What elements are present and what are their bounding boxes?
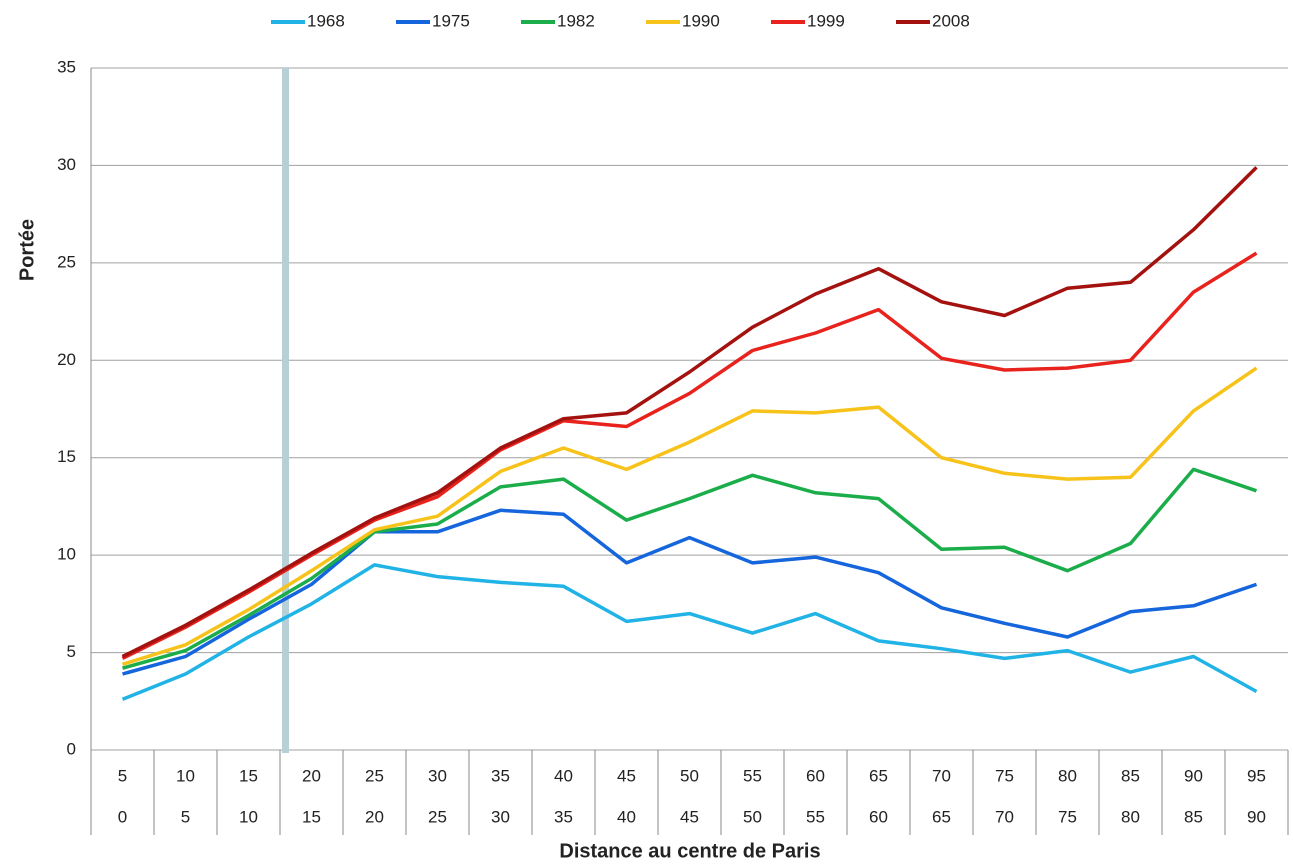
legend-label: 1975 — [432, 11, 470, 30]
x-tick-sublabel: 0 — [118, 807, 127, 826]
y-tick-label: 25 — [57, 252, 76, 271]
y-tick-label: 10 — [57, 545, 76, 564]
x-tick-sublabel: 70 — [995, 807, 1014, 826]
x-tick-label: 75 — [995, 766, 1014, 785]
x-tick-sublabel: 65 — [932, 807, 951, 826]
x-tick-sublabel: 55 — [806, 807, 825, 826]
x-tick-label: 5 — [118, 766, 127, 785]
series-line — [122, 508, 1258, 676]
y-axis-title: Portée — [16, 219, 38, 281]
y-tick-label: 0 — [67, 739, 76, 758]
x-tick-label: 50 — [680, 766, 699, 785]
series-line — [122, 467, 1258, 670]
x-tick-sublabel: 5 — [181, 807, 190, 826]
x-tick-label: 25 — [365, 766, 384, 785]
x-tick-sublabel: 85 — [1184, 807, 1203, 826]
x-tick-label: 60 — [806, 766, 825, 785]
x-tick-sublabel: 60 — [869, 807, 888, 826]
x-tick-sublabel: 20 — [365, 807, 384, 826]
series-line — [121, 166, 1258, 659]
x-tick-label: 70 — [932, 766, 951, 785]
legend-label: 1999 — [807, 11, 845, 30]
legend-label: 1968 — [307, 11, 345, 30]
x-tick-label: 65 — [869, 766, 888, 785]
x-tick-label: 10 — [176, 766, 195, 785]
x-tick-sublabel: 45 — [680, 807, 699, 826]
series-line — [121, 366, 1258, 666]
x-tick-label: 35 — [491, 766, 510, 785]
y-tick-label: 35 — [57, 57, 76, 76]
x-tick-label: 30 — [428, 766, 447, 785]
x-tick-sublabel: 35 — [554, 807, 573, 826]
x-tick-sublabel: 90 — [1247, 807, 1266, 826]
x-tick-sublabel: 75 — [1058, 807, 1077, 826]
legend-label: 2008 — [932, 11, 970, 30]
y-tick-label: 5 — [67, 642, 76, 661]
x-tick-label: 55 — [743, 766, 762, 785]
y-tick-label: 30 — [57, 155, 76, 174]
x-tick-sublabel: 30 — [491, 807, 510, 826]
x-tick-sublabel: 50 — [743, 807, 762, 826]
series-line — [121, 251, 1258, 660]
x-tick-label: 20 — [302, 766, 321, 785]
x-tick-sublabel: 25 — [428, 807, 447, 826]
x-axis-title: Distance au centre de Paris — [559, 840, 820, 862]
x-tick-sublabel: 80 — [1121, 807, 1140, 826]
legend-label: 1982 — [557, 11, 595, 30]
marker-bar — [282, 68, 289, 753]
y-tick-label: 15 — [57, 447, 76, 466]
x-tick-label: 80 — [1058, 766, 1077, 785]
x-tick-label: 95 — [1247, 766, 1266, 785]
x-tick-label: 85 — [1121, 766, 1140, 785]
x-tick-label: 90 — [1184, 766, 1203, 785]
x-tick-sublabel: 40 — [617, 807, 636, 826]
series-line — [121, 563, 1258, 701]
x-tick-sublabel: 15 — [302, 807, 321, 826]
y-tick-label: 20 — [57, 350, 76, 369]
legend-label: 1990 — [682, 11, 720, 30]
x-tick-label: 45 — [617, 766, 636, 785]
x-tick-sublabel: 10 — [239, 807, 258, 826]
x-tick-label: 15 — [239, 766, 258, 785]
x-tick-label: 40 — [554, 766, 573, 785]
